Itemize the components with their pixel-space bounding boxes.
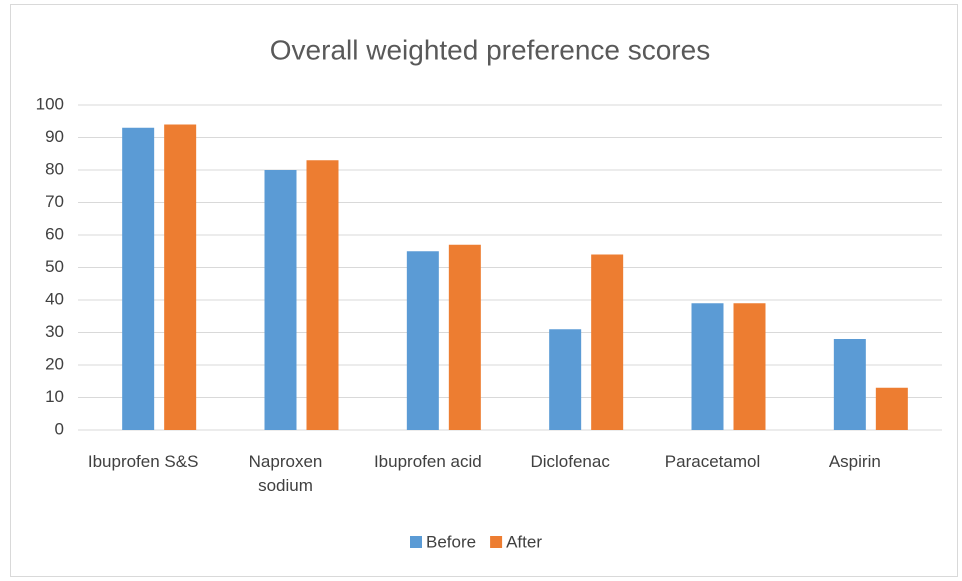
legend-swatch [410, 536, 422, 548]
bar [549, 329, 582, 430]
legend-label: After [506, 532, 542, 551]
chart-title: Overall weighted preference scores [270, 34, 710, 65]
y-tick-label: 90 [45, 127, 64, 146]
bar [406, 251, 439, 430]
y-tick-label: 50 [45, 257, 64, 276]
legend-label: Before [426, 532, 476, 551]
y-tick-label: 60 [45, 224, 64, 243]
x-tick-label: Ibuprofen acid [373, 452, 482, 471]
x-tick-label: Ibuprofen S&S [87, 452, 199, 471]
bar [122, 127, 155, 430]
x-tick-label: Aspirin [828, 452, 881, 471]
x-tick-label: Naproxen sodium [248, 452, 323, 495]
y-tick-label: 30 [45, 322, 64, 341]
y-tick-label: 70 [45, 192, 64, 211]
bar [691, 303, 724, 430]
legend-swatch [490, 536, 503, 548]
bar [591, 254, 624, 430]
bar [264, 170, 297, 430]
bar [164, 124, 197, 430]
y-tick-label: 100 [36, 94, 64, 113]
y-tick-label: 40 [45, 289, 64, 308]
bar [306, 160, 339, 430]
bar [448, 244, 481, 430]
x-tick-label: Diclofenac [530, 452, 610, 471]
y-tick-label: 20 [45, 354, 64, 373]
bar [733, 303, 766, 430]
y-tick-label: 80 [45, 159, 64, 178]
y-tick-label: 10 [45, 387, 64, 406]
bar [833, 339, 866, 430]
x-tick-label: Paracetamol [664, 452, 761, 471]
y-tick-label: 0 [55, 419, 64, 438]
bar [875, 387, 908, 430]
